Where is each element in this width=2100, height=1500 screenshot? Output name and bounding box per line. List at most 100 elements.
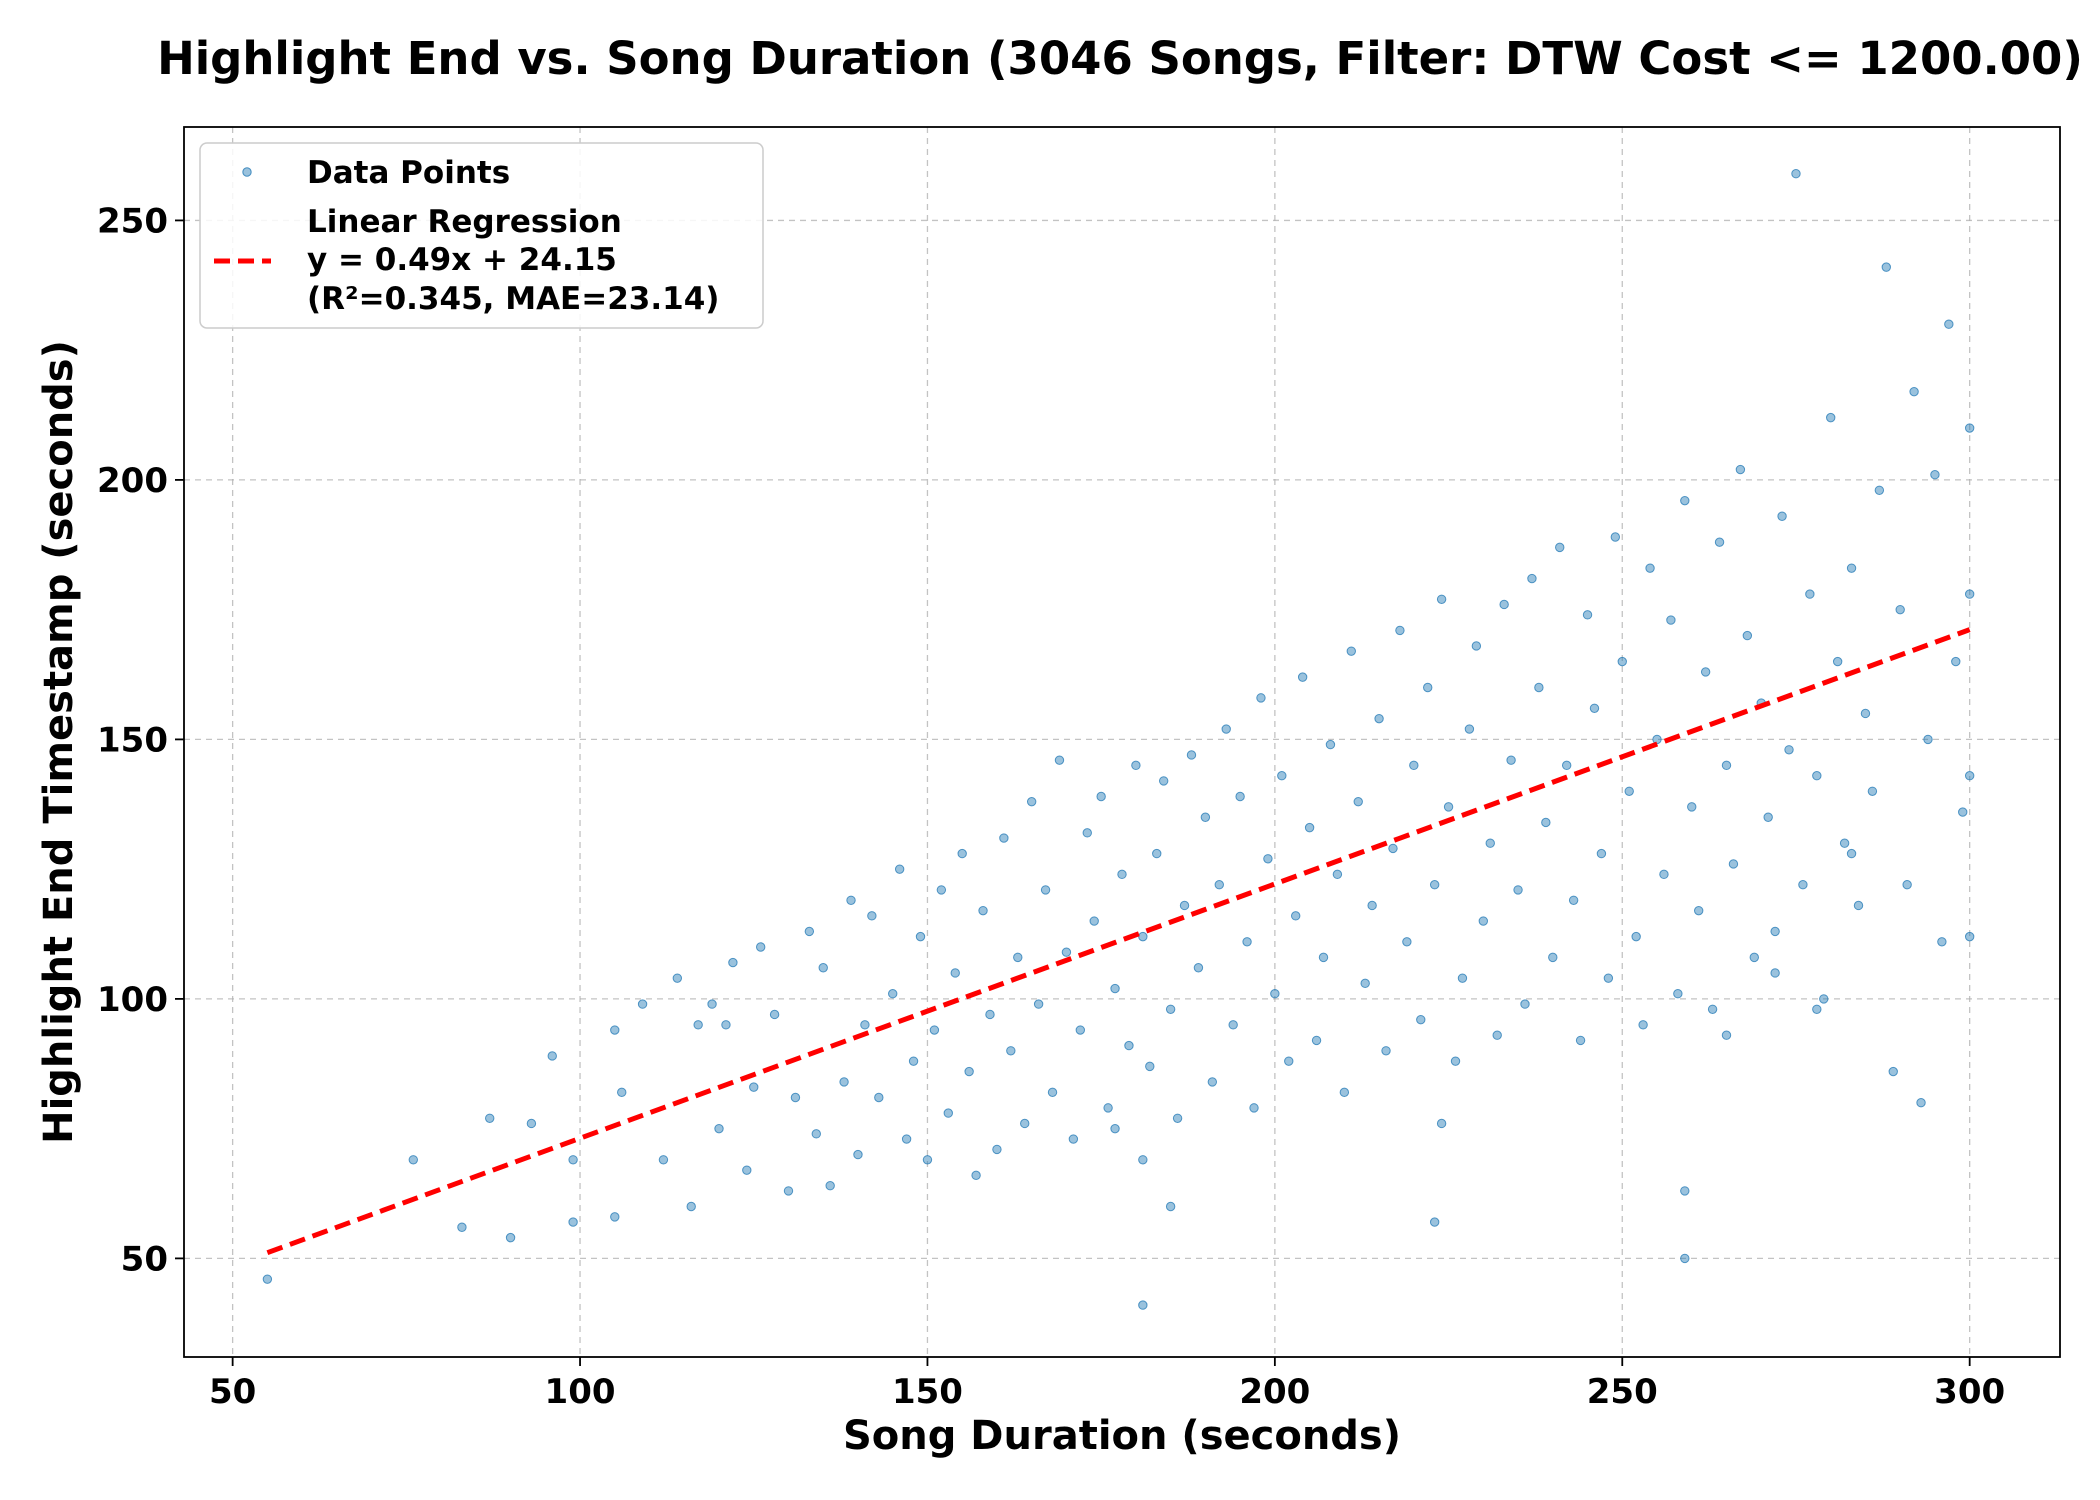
data-point [1964, 589, 1975, 599]
data-point [1631, 931, 1641, 942]
data-point [1909, 386, 1919, 397]
data-point [1054, 755, 1065, 765]
data-point [714, 1123, 724, 1134]
data-point [1541, 817, 1551, 828]
data-point [1846, 848, 1857, 859]
data-point [1742, 630, 1753, 641]
x-tick-label: 300 [1934, 1372, 2005, 1412]
data-point [1798, 880, 1808, 890]
data-point [1916, 1097, 1926, 1108]
data-point [755, 942, 766, 952]
data-point [1561, 760, 1572, 771]
data-point [1770, 926, 1780, 937]
y-tick-label: 200 [97, 461, 168, 501]
data-point [1172, 1113, 1183, 1123]
data-point [1951, 656, 1961, 667]
data-point [790, 1092, 801, 1103]
data-point [457, 1222, 467, 1232]
data-point [1138, 1300, 1148, 1310]
data-point [1249, 1103, 1259, 1113]
data-point [1687, 802, 1697, 812]
data-point [783, 1186, 794, 1196]
x-tick-label: 150 [892, 1372, 963, 1412]
data-point [867, 911, 877, 921]
data-point [1478, 916, 1489, 926]
data-point [1645, 563, 1655, 573]
x-axis-label: Song Duration (seconds) [843, 1413, 1401, 1459]
data-point [1165, 1201, 1176, 1212]
data-point [818, 963, 828, 973]
data-point [505, 1232, 516, 1243]
data-point [1304, 822, 1315, 833]
data-point [860, 1020, 870, 1030]
data-point [1429, 1217, 1440, 1227]
data-point [1777, 511, 1787, 521]
data-point [1721, 1030, 1732, 1040]
data-point [1944, 319, 1954, 329]
data-point [1416, 1014, 1426, 1025]
data-point [1040, 885, 1051, 895]
data-point [943, 1108, 953, 1118]
data-point [1158, 776, 1169, 786]
data-point [894, 864, 905, 874]
data-point [1888, 1066, 1898, 1077]
data-point [1902, 880, 1912, 890]
data-point [1367, 900, 1377, 911]
data-point [950, 968, 960, 978]
x-tick-label: 200 [1239, 1372, 1310, 1412]
data-point [749, 1082, 759, 1092]
data-point [1735, 464, 1746, 475]
data-point [1068, 1134, 1079, 1144]
data-point [610, 1212, 620, 1222]
data-point [1047, 1087, 1058, 1098]
data-point [672, 973, 683, 983]
data-point [1277, 771, 1287, 781]
data-point [1728, 859, 1739, 869]
data-point [1589, 703, 1600, 713]
legend-label-regression-equation: y = 0.49x + 24.15 [307, 242, 617, 278]
chart-title: Highlight End vs. Song Duration (3046 So… [157, 32, 2083, 85]
data-point [1707, 1004, 1718, 1014]
data-point [1624, 786, 1634, 797]
data-point [1075, 1025, 1086, 1035]
data-point [1235, 791, 1245, 802]
legend-box [199, 142, 764, 329]
data-point [1666, 615, 1676, 625]
data-point [1138, 1155, 1148, 1165]
legend-marker-data-points [242, 167, 252, 177]
data-point [1263, 854, 1273, 864]
data-point [1388, 843, 1398, 854]
data-point [1610, 532, 1621, 542]
data-point [1214, 880, 1224, 890]
data-point [408, 1155, 418, 1165]
data-point [936, 885, 947, 895]
data-point [1846, 563, 1857, 573]
data-point [825, 1181, 835, 1191]
data-point [1353, 796, 1363, 807]
data-point [1381, 1046, 1391, 1056]
data-point [1152, 848, 1162, 859]
y-tick-label: 100 [97, 980, 168, 1020]
data-point [1221, 724, 1231, 734]
data-point [1131, 760, 1141, 771]
data-point [1325, 739, 1336, 750]
data-point [1784, 745, 1794, 755]
data-point [1881, 262, 1891, 272]
data-point [1291, 911, 1301, 921]
data-point [1923, 734, 1933, 745]
regression-line [266, 627, 1971, 1256]
data-point [1582, 610, 1593, 620]
data-point [485, 1113, 495, 1123]
data-point [1061, 947, 1072, 957]
data-point [1506, 755, 1516, 765]
data-point [1471, 641, 1482, 651]
axis-ticks: 50 100 150 200 250 300 50 100 150 200 250 [97, 201, 2005, 1412]
data-point [1749, 952, 1759, 963]
data-point [1082, 828, 1092, 838]
data-point [978, 905, 988, 916]
data-point [1297, 672, 1308, 682]
legend-label-regression-title: Linear Regression [307, 204, 622, 240]
data-point [1638, 1020, 1648, 1030]
y-tick-label: 150 [97, 720, 168, 760]
scatter-points [262, 169, 1975, 1310]
